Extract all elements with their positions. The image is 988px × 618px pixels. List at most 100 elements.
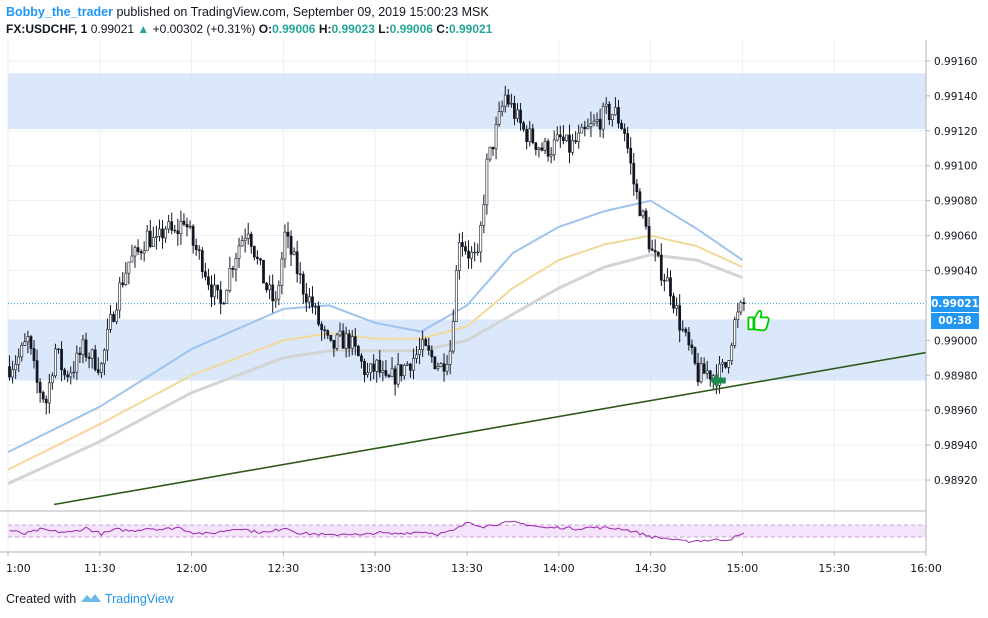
candle-body xyxy=(497,111,501,125)
x-tick-label: 12:00 xyxy=(176,562,208,575)
publish-line: Bobby_the_trader published on TradingVie… xyxy=(6,4,906,21)
candle-body xyxy=(237,245,241,259)
candle-body xyxy=(191,225,195,246)
candle-body xyxy=(301,273,305,295)
candle-body xyxy=(323,329,327,331)
candle-body xyxy=(231,268,235,270)
candle-body xyxy=(409,363,412,371)
trendline[interactable] xyxy=(53,351,927,506)
candle-body xyxy=(488,146,492,160)
candle-body xyxy=(378,359,382,373)
candle-body xyxy=(598,119,602,130)
candle-body xyxy=(433,356,437,369)
candle-body xyxy=(617,107,620,124)
candle-body xyxy=(243,238,247,241)
candle-body xyxy=(350,336,354,349)
tradingview-logo-icon xyxy=(80,594,101,602)
candle-body xyxy=(387,375,391,377)
close-value: 0.99021 xyxy=(448,22,493,36)
candle-body xyxy=(262,259,265,284)
high-label: H: xyxy=(318,22,332,36)
candle-body xyxy=(93,349,97,370)
thumbs-up-icon xyxy=(747,309,770,332)
support-trendline[interactable] xyxy=(53,351,927,506)
tradingview-link[interactable]: TradingView xyxy=(104,592,174,606)
candle-body xyxy=(344,333,348,349)
candle-body xyxy=(577,132,581,143)
candle-body xyxy=(430,349,434,358)
candle-body xyxy=(259,258,262,261)
x-tick-label: 11:30 xyxy=(84,562,116,575)
candle-body xyxy=(736,311,740,320)
candle-body xyxy=(687,331,691,346)
candle-body xyxy=(314,306,317,308)
candle-body xyxy=(72,371,76,374)
candle-body xyxy=(586,126,590,130)
candle-body xyxy=(614,107,617,116)
candle-body xyxy=(335,334,339,349)
candle-body xyxy=(693,347,697,364)
candle-body xyxy=(78,352,82,355)
y-tick-label: 0.99100 xyxy=(934,161,977,173)
candle-body xyxy=(552,139,556,155)
candle-body xyxy=(699,363,703,383)
candle-body xyxy=(669,277,672,297)
candle-body xyxy=(213,284,216,298)
candle-body xyxy=(690,344,694,348)
ma-blue-line xyxy=(7,199,743,453)
candle-body xyxy=(173,229,177,232)
candle-body xyxy=(167,221,171,230)
candle-body xyxy=(96,369,100,373)
candle-body xyxy=(589,123,593,128)
ohlc-line: FX:USDCHF, 1 0.99021 ▲ +0.00302 (+0.31%)… xyxy=(6,21,906,38)
candle-body xyxy=(216,284,219,291)
y-tick-label: 0.99000 xyxy=(934,335,977,347)
change-value: +0.00302 (+0.31%) xyxy=(152,22,256,36)
candle-body xyxy=(375,359,379,372)
candle-body xyxy=(629,147,633,164)
annotations xyxy=(709,309,770,388)
candle-body xyxy=(727,360,731,368)
candle-body xyxy=(519,109,522,124)
candle-body xyxy=(457,242,461,271)
candle-body xyxy=(635,183,639,193)
candle-body xyxy=(170,221,174,231)
candle-body xyxy=(366,372,369,375)
high-value: 0.99023 xyxy=(331,22,375,36)
candle-body xyxy=(399,364,403,377)
candle-body xyxy=(372,363,376,372)
candle-body xyxy=(632,162,636,185)
candle-body xyxy=(662,279,666,282)
candle-body xyxy=(506,94,510,105)
candle-body xyxy=(8,366,11,378)
author-link[interactable]: Bobby_the_trader xyxy=(6,5,113,19)
candle-body xyxy=(402,365,406,377)
candle-body xyxy=(574,140,578,143)
candle-body xyxy=(210,284,213,298)
candle-body xyxy=(739,302,743,313)
candle-body xyxy=(194,245,198,250)
candle-body xyxy=(219,289,223,304)
candle-body xyxy=(641,210,645,217)
candle-body xyxy=(369,363,372,373)
candle-body xyxy=(35,360,39,383)
candle-body xyxy=(638,191,642,217)
publish-info: published on TradingView.com, September … xyxy=(116,5,489,19)
candle-body xyxy=(540,147,544,151)
left-arrow-icon xyxy=(709,373,726,388)
x-tick-label: 16:00 xyxy=(910,562,942,575)
candle-body xyxy=(57,348,60,351)
candle-body xyxy=(360,355,363,362)
candle-body xyxy=(60,348,63,371)
candle-body xyxy=(491,146,495,150)
candle-body xyxy=(127,261,131,274)
price-chart[interactable]: 0.99160 0.99140 0.99120 0.99100 0.99080 0.990… xyxy=(0,0,988,592)
supply-zone xyxy=(8,73,926,130)
candle-body xyxy=(292,251,296,255)
candle-body xyxy=(509,102,513,105)
candle-body xyxy=(516,109,519,119)
candle-body xyxy=(225,290,229,304)
candle-body xyxy=(252,246,256,258)
y-tick-label: 0.99080 xyxy=(934,196,977,208)
y-tick-label: 0.98940 xyxy=(934,440,977,452)
